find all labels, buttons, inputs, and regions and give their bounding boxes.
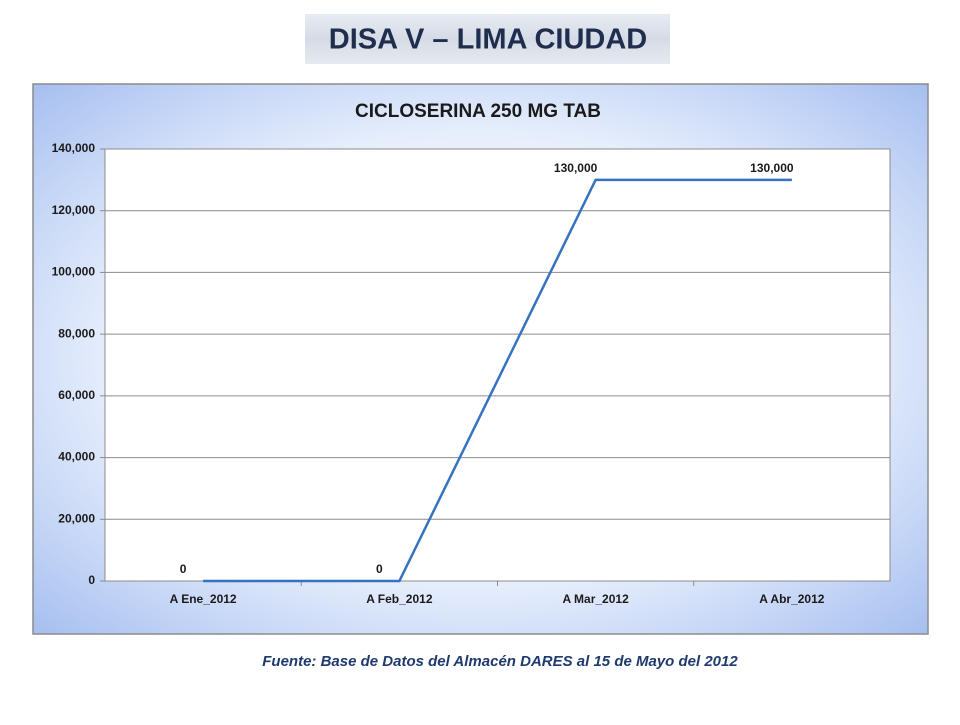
chart-title: CICLOSERINA 250 MG TAB (355, 101, 601, 122)
y-tick-label: 100,000 (52, 265, 96, 279)
plot-area (104, 148, 891, 582)
y-tick-label: 140,000 (52, 141, 96, 155)
source-note: Fuente: Base de Datos del Almacén DARES … (262, 653, 738, 670)
data-label: 0 (376, 562, 383, 576)
y-tick-label: 120,000 (52, 203, 96, 217)
data-line (203, 178, 792, 583)
y-tick-label: 80,000 (58, 326, 95, 340)
y-tick-label: 0 (88, 573, 95, 587)
data-label: 0 (180, 562, 187, 576)
x-tick-label: A Feb_2012 (366, 592, 433, 606)
x-tick-label: A Mar_2012 (562, 592, 629, 606)
y-tick-label: 40,000 (58, 450, 95, 464)
data-label: 130,000 (554, 161, 598, 175)
header-box (305, 14, 670, 64)
y-tick-label: 60,000 (58, 388, 95, 402)
plot: 0 20,000 40,000 60,000 80,000 100,000 120,000 1… (52, 141, 890, 606)
y-tick-label: 20,000 (58, 511, 95, 525)
data-label: 130,000 (750, 161, 794, 175)
header-title: DISA V – LIMA CIUDAD (329, 24, 647, 56)
x-tick-label: A Abr_2012 (759, 592, 824, 606)
x-tick-label: A Ene_2012 (170, 592, 237, 606)
